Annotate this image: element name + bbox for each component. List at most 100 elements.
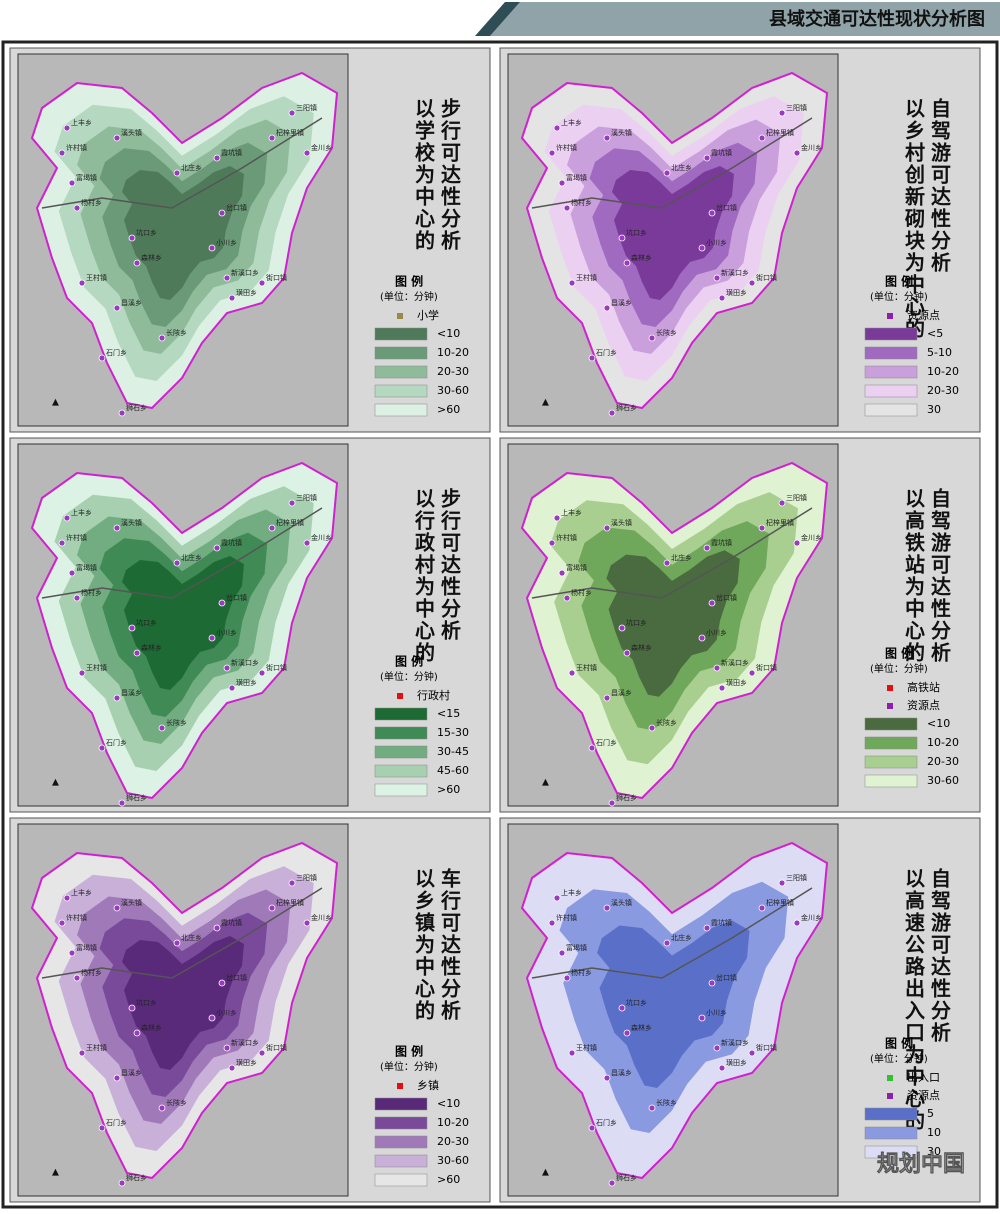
town-label: 璜田乡 <box>726 678 747 687</box>
town-dot <box>58 149 66 157</box>
legend-swatch <box>374 1173 428 1187</box>
legend-swatch <box>374 783 428 797</box>
legend-swatch <box>864 346 918 360</box>
town-label: 坑口乡 <box>136 618 157 627</box>
town-label: 霞坑镇 <box>711 148 732 157</box>
town-dot <box>158 334 166 342</box>
panel-title: 以乡村创新砌块为中心的 <box>902 98 926 340</box>
town-dot <box>173 559 181 567</box>
town-dot <box>128 624 136 632</box>
town-dot <box>718 294 726 302</box>
town-label: 昌溪乡 <box>121 298 142 307</box>
panel-title: 以高速公路出入口为中心的 <box>902 868 926 1132</box>
town-dot <box>98 354 106 362</box>
legend-label: 5 <box>927 1107 934 1120</box>
town-label: 狮石乡 <box>616 1174 637 1182</box>
town-label: 溪头镇 <box>611 898 632 907</box>
legend-label: 30-60 <box>927 774 959 787</box>
town-dot <box>608 799 616 807</box>
town-dot <box>553 124 561 132</box>
header-accent <box>475 2 520 36</box>
town-dot <box>648 724 656 732</box>
panel-title: 自驾游可达性分析 <box>928 97 952 274</box>
town-dot <box>703 154 711 162</box>
town-label: 新溪口乡 <box>231 658 259 667</box>
town-label: 杞梓里镇 <box>766 518 794 527</box>
town-dot <box>133 259 141 267</box>
town-dot <box>268 524 276 532</box>
legend-label: 30-45 <box>437 745 469 758</box>
legend-unit: (单位：分钟) <box>380 1060 438 1073</box>
town-label: 霞坑镇 <box>221 148 242 157</box>
town-dot <box>548 919 556 927</box>
town-dot <box>648 334 656 342</box>
town-label: 北庄乡 <box>181 933 202 942</box>
legend-point <box>397 313 403 319</box>
north-arrow: ▲ <box>542 1168 549 1178</box>
town-label: 街口镇 <box>756 1043 777 1052</box>
town-dot <box>223 664 231 672</box>
town-label: 北庄乡 <box>671 933 692 942</box>
town-label: 新溪口乡 <box>721 268 749 277</box>
legend-swatch <box>374 726 428 740</box>
town-label: 王村镇 <box>576 273 597 282</box>
town-dot <box>78 279 86 287</box>
town-dot <box>133 1029 141 1037</box>
town-label: 小川乡 <box>216 1008 237 1017</box>
town-dot <box>713 1044 721 1052</box>
town-label: 金川乡 <box>311 913 332 922</box>
town-dot <box>618 624 626 632</box>
north-arrow: ▲ <box>542 398 549 408</box>
town-dot <box>268 134 276 142</box>
town-label: 许村镇 <box>556 533 577 542</box>
town-dot <box>648 1104 656 1112</box>
legend-swatch <box>374 365 428 379</box>
town-dot <box>158 724 166 732</box>
town-dot <box>58 919 66 927</box>
legend-swatch <box>374 327 428 341</box>
town-dot <box>213 924 221 932</box>
town-dot <box>758 134 766 142</box>
town-dot <box>563 594 571 602</box>
legend-unit: (单位：分钟) <box>870 662 928 675</box>
town-label: 小川乡 <box>706 238 727 247</box>
town-label: 三阳镇 <box>296 873 317 882</box>
town-dot <box>553 514 561 522</box>
town-label: 霞坑镇 <box>221 918 242 927</box>
town-label: 新溪口乡 <box>231 268 259 277</box>
town-label: 富堨镇 <box>76 563 97 572</box>
town-label: 昌溪乡 <box>121 1068 142 1077</box>
legend-label: 30-60 <box>437 384 469 397</box>
town-label: 街口镇 <box>756 663 777 672</box>
town-label: 三阳镇 <box>296 103 317 112</box>
town-label: 长陔乡 <box>656 328 677 337</box>
legend-swatch <box>864 774 918 788</box>
town-dot <box>113 134 121 142</box>
town-label: 杨村乡 <box>571 198 592 207</box>
legend-label: >60 <box>437 783 460 796</box>
town-label: 王村镇 <box>86 663 107 672</box>
panel-title: 以行政村为中心的 <box>412 488 436 664</box>
town-label: 杨村乡 <box>81 198 102 207</box>
town-label: 小川乡 <box>706 628 727 637</box>
town-label: 杞梓里镇 <box>276 898 304 907</box>
legend-label: 20-30 <box>437 365 469 378</box>
town-dot <box>268 904 276 912</box>
map-zone <box>122 936 244 1070</box>
legend-swatch <box>374 764 428 778</box>
map-zone <box>606 550 740 697</box>
town-dot <box>288 499 296 507</box>
town-dot <box>793 149 801 157</box>
map-zone <box>122 166 244 300</box>
legend-point <box>887 1075 893 1081</box>
town-label: 杞梓里镇 <box>276 128 304 137</box>
town-dot <box>663 939 671 947</box>
legend-label: 10-20 <box>927 365 959 378</box>
town-dot <box>548 149 556 157</box>
town-dot <box>703 544 711 552</box>
